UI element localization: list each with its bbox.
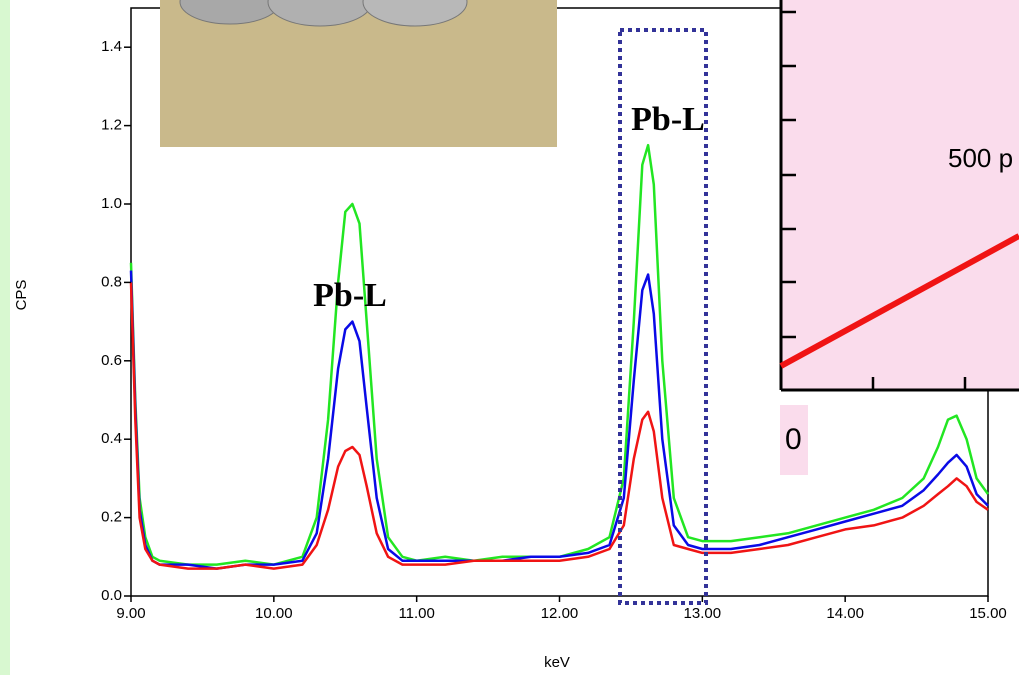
annotation: 0 bbox=[785, 423, 802, 456]
label-bg bbox=[780, 405, 808, 475]
y-tick-label: 0.4 bbox=[101, 430, 122, 447]
x-tick-label: 10.00 bbox=[255, 605, 293, 622]
x-axis-title: keV bbox=[544, 654, 570, 671]
y-tick-label: 0.0 bbox=[101, 587, 122, 604]
series-line bbox=[129, 282, 989, 570]
x-tick-label: 14.00 bbox=[826, 605, 864, 622]
series-group bbox=[129, 143, 990, 570]
x-tick-label: 12.00 bbox=[541, 605, 579, 622]
coin bbox=[362, 0, 468, 27]
x-tick-label: 9.00 bbox=[116, 605, 145, 622]
annotation: Pb-L bbox=[631, 101, 705, 138]
y-tick-label: 0.2 bbox=[101, 509, 122, 526]
inset-line bbox=[779, 233, 1019, 369]
highlight-box bbox=[618, 28, 708, 605]
x-tick-label: 13.00 bbox=[684, 605, 722, 622]
x-tick-label: 11.00 bbox=[398, 605, 434, 622]
inset-ticks bbox=[781, 10, 967, 390]
inset-bg bbox=[781, 0, 1019, 390]
annotation: Pb-L bbox=[313, 277, 387, 314]
y-tick-label: 1.4 bbox=[101, 38, 122, 55]
y-tick-label: 0.8 bbox=[101, 273, 122, 290]
x-tick-label: 15.00 bbox=[969, 605, 1007, 622]
photo-inset bbox=[160, 0, 557, 147]
calibration-inset bbox=[779, 0, 1019, 475]
y-tick-label: 1.0 bbox=[101, 195, 122, 212]
photo bbox=[160, 0, 557, 147]
series-line bbox=[129, 270, 989, 570]
annotation: 500 p bbox=[948, 143, 1013, 173]
y-axis-title: CPS bbox=[13, 280, 30, 311]
side-strip bbox=[0, 0, 10, 675]
y-tick-label: 1.2 bbox=[101, 117, 122, 134]
y-tick-label: 0.6 bbox=[101, 352, 122, 369]
